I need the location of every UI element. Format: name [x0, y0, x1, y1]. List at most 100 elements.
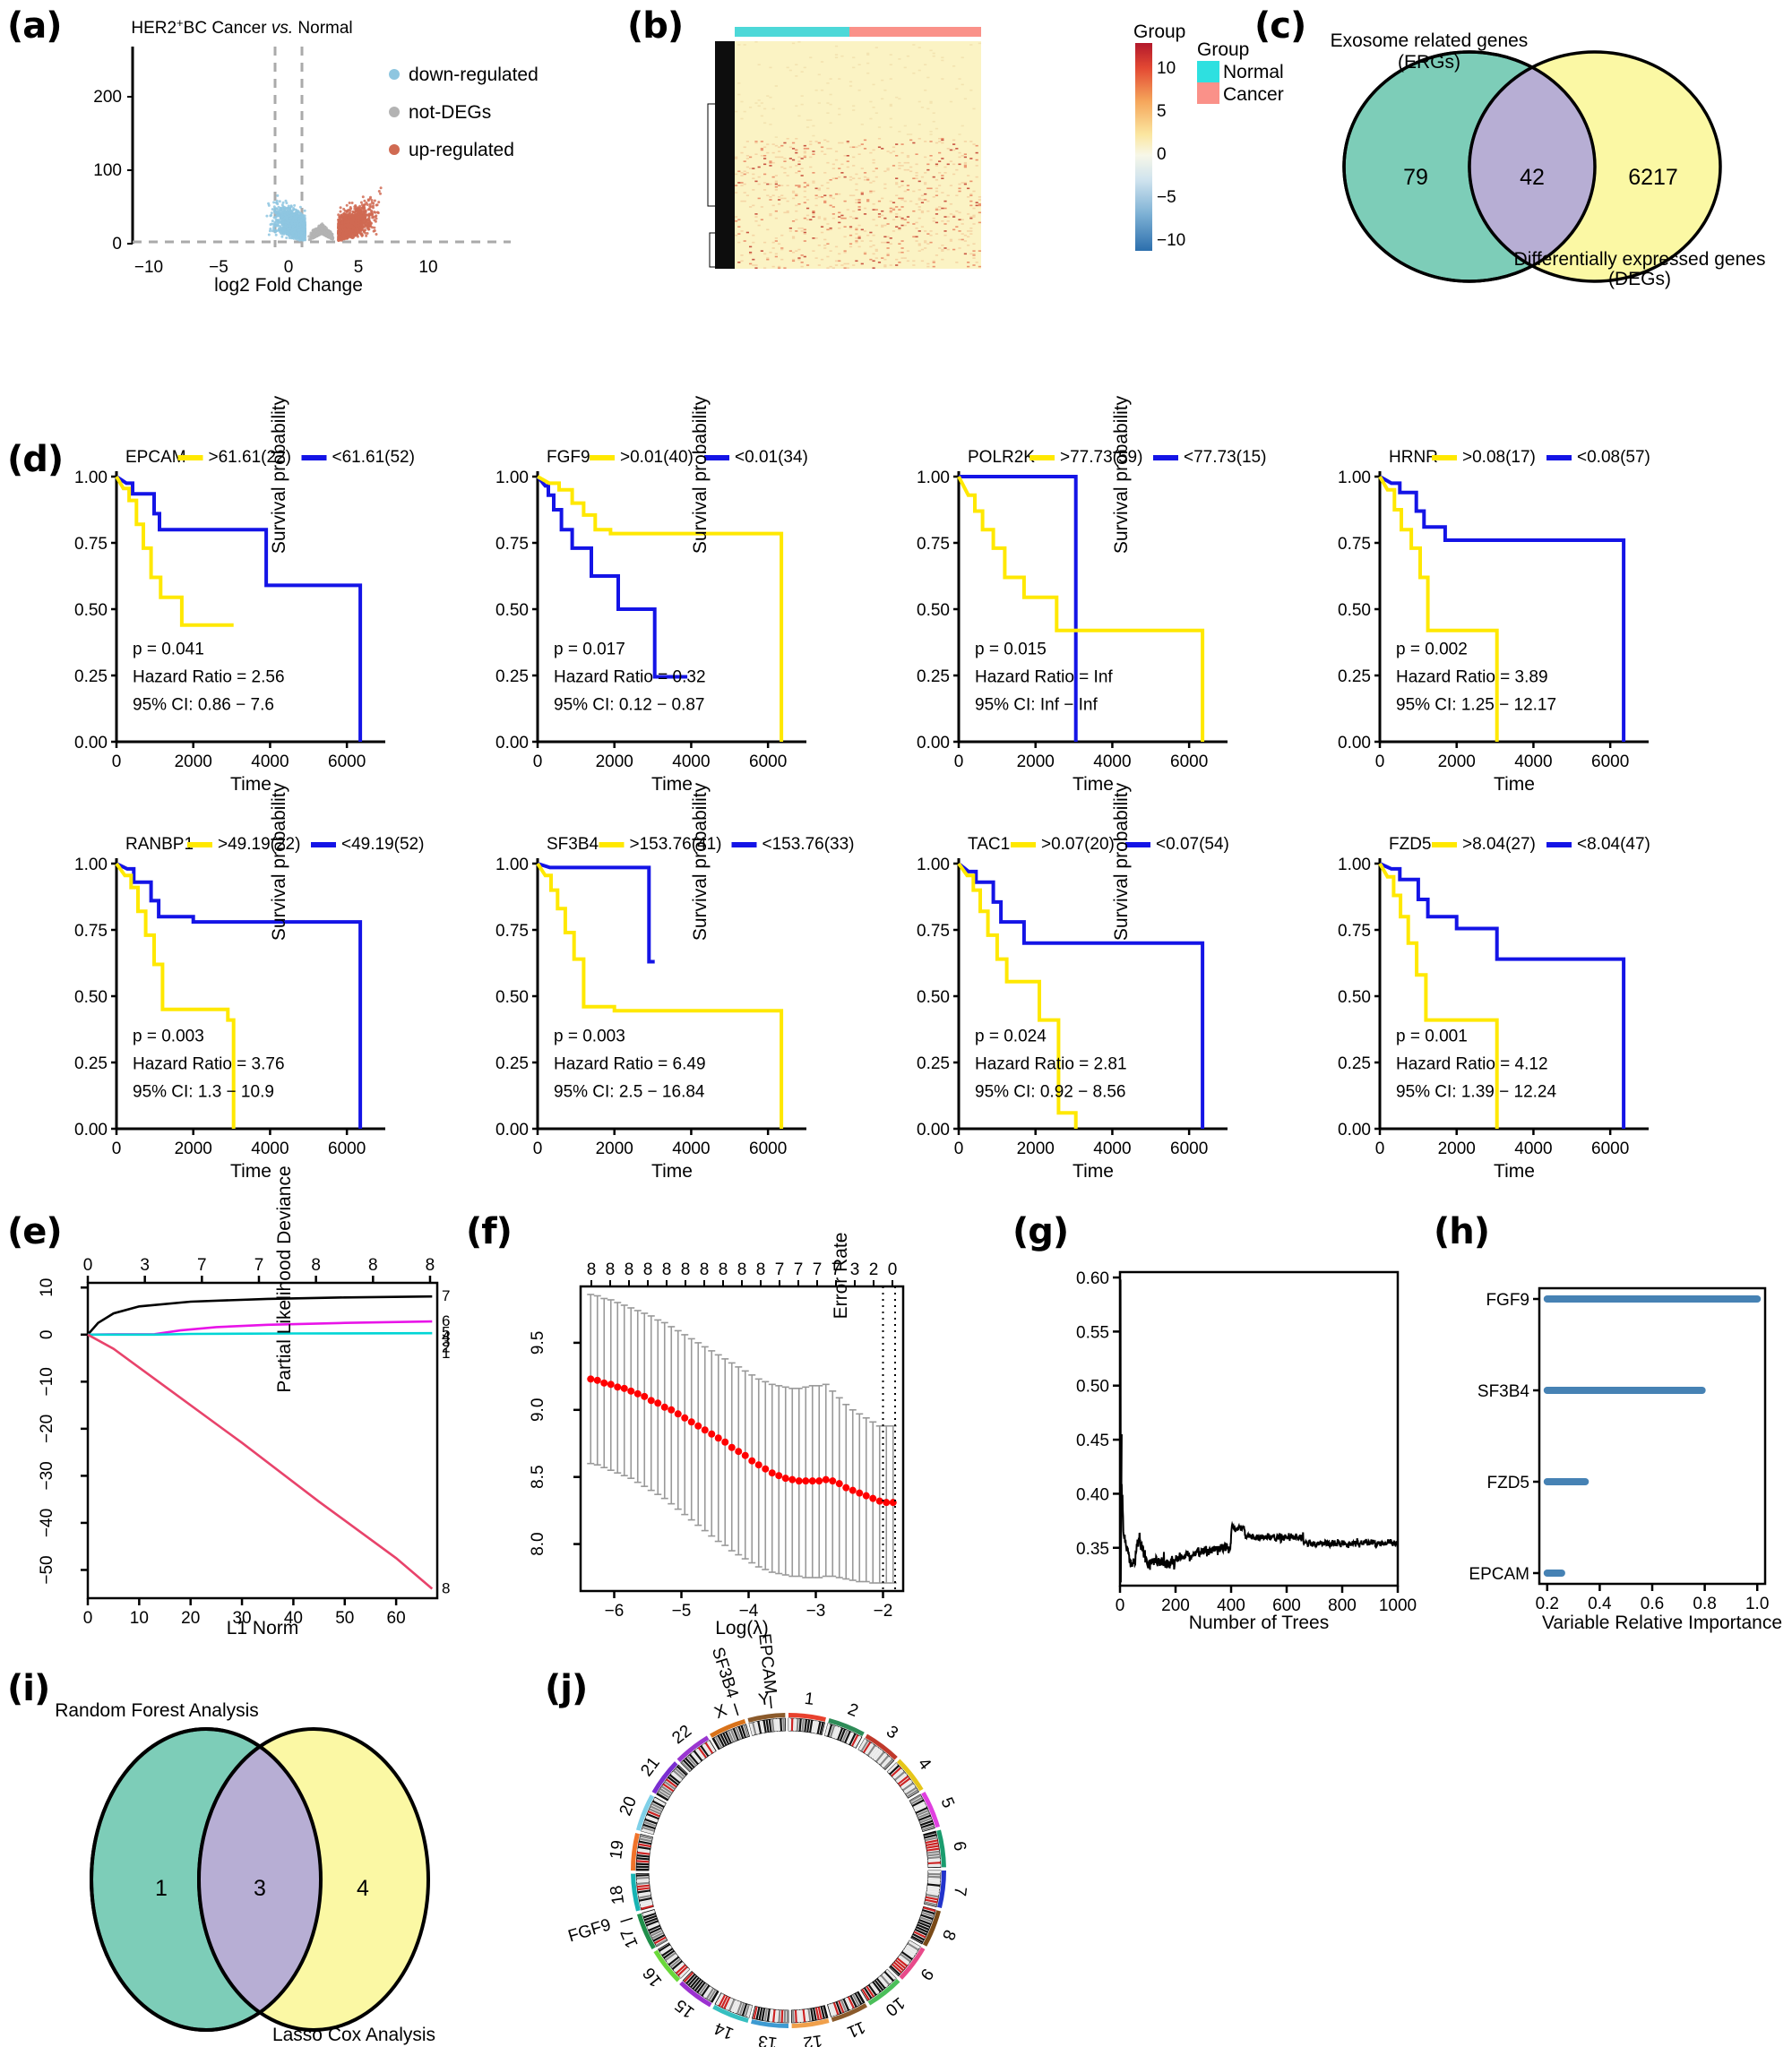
km-gene-label: FGF9 [547, 448, 590, 467]
km-hazard-ratio: Hazard Ratio = 6.49 [554, 1054, 706, 1073]
panel-f-y-tick: 9.5 [529, 1331, 547, 1355]
panel-a-legend-down-label: down-regulated [409, 65, 538, 85]
panel-h-gene-label: SF3B4 [1478, 1382, 1530, 1401]
panel-e-series-5 [88, 1331, 433, 1337]
km-curve-low [1379, 475, 1626, 742]
km-xlabel: Time [230, 1161, 271, 1182]
panel-f-top-tick: 7 [775, 1260, 785, 1279]
km-hazard-ratio: Hazard Ratio = 2.56 [133, 667, 285, 686]
km-ylabel: Survival probability [269, 782, 289, 941]
km-x-tick: 2000 [596, 753, 633, 771]
km-curve-high [957, 476, 1205, 742]
panel-e-y-tick: −40 [38, 1509, 56, 1537]
panel-e-right-label: 8 [442, 1579, 450, 1596]
km-y-tick: 0.50 [74, 988, 108, 1007]
km-y-tick: 0.75 [74, 922, 108, 941]
panel-j-chrom-band [828, 1717, 865, 1737]
panel-a-legend: down-regulated not-DEGs up-regulated [389, 65, 538, 160]
km-gene-label: SF3B4 [547, 835, 599, 854]
km-pvalue: p = 0.001 [1396, 1027, 1468, 1045]
km-ylabel: Survival probability [1111, 395, 1132, 554]
panel-f-top-tick: 8 [737, 1260, 747, 1279]
panel-a-points [265, 186, 383, 243]
km-legend-high-label: >49.19(22) [218, 835, 300, 854]
panel-g-x-tick: 400 [1217, 1596, 1245, 1615]
panel-j-chrom-band [747, 1713, 786, 1723]
panel-g-y-tick: 0.50 [1076, 1378, 1109, 1397]
panel-e-top-tick: 8 [311, 1256, 321, 1275]
km-hazard-ratio: Hazard Ratio = 0.32 [554, 667, 706, 686]
km-legend-high-label: >0.01(40) [620, 448, 694, 467]
km-confidence-interval: 95% CI: Inf − Inf [975, 695, 1098, 714]
km-y-tick: 0.50 [1338, 601, 1371, 620]
km-xlabel: Time [651, 1161, 693, 1182]
km-pvalue: p = 0.017 [554, 640, 625, 658]
panel-f-top-tick: 2 [869, 1260, 879, 1279]
svg-text:0: 0 [284, 258, 294, 277]
panel-j-chrom-label: 1 [804, 1690, 815, 1709]
km-pvalue: p = 0.024 [975, 1027, 1047, 1045]
panel-e-y-tick: −20 [38, 1415, 56, 1443]
km-ylabel: Survival probability [690, 395, 711, 554]
km-y-tick: 0.00 [495, 1121, 529, 1140]
panel-c-left-count: 79 [1403, 165, 1428, 190]
km-legend-high-label: >77.73(59) [1060, 448, 1142, 467]
km-plot-fzd5: FZD5 >8.04(27) <8.04(47) 1.00 0.75 0.50 0.25 0.… [1111, 782, 1676, 1209]
panel-f-top-tick: 8 [606, 1260, 616, 1279]
km-legend-low-label: <0.01(34) [735, 448, 808, 467]
panel-f-top-tick: 8 [662, 1260, 672, 1279]
panel-j-chrom-label: 11 [844, 2017, 867, 2042]
panel-j-chrom-label: 10 [882, 1993, 909, 2020]
panel-f-y-tick: 8.0 [529, 1532, 547, 1555]
panel-e-x-ticks: 0 10 20 30 40 50 60 [83, 1598, 406, 1628]
km-plot-hrnr: HRNR >0.08(17) <0.08(57) 1.00 0.75 0.50 0.25 0.… [1111, 395, 1676, 822]
panel-j-chrom-label: 21 [637, 1754, 663, 1781]
km-x-tick: 2000 [596, 1140, 633, 1158]
panel-g-x-tick: 800 [1328, 1596, 1357, 1615]
panel-a-x-ticks: −10 −5 0 5 10 [134, 258, 438, 277]
km-x-tick: 0 [112, 1140, 122, 1158]
km-x-tick: 6000 [749, 1140, 787, 1158]
panel-j-chrom-band [921, 1792, 941, 1828]
panel-j-chrom-band [651, 1761, 678, 1794]
panel-h-x-tick: 0.6 [1641, 1595, 1664, 1613]
panel-j-chrom-label: 20 [616, 1793, 641, 1818]
panel-j-chrom-label: 12 [802, 2031, 823, 2047]
panel-f-ylabel: Partial Likelihood Deviance [274, 1165, 295, 1392]
panel-b-colorbar [1135, 43, 1152, 251]
panel-h-var-importance: FGF9 SF3B4 FZD5 EPCAM 0.2 0.4 0.6 0.8 1.0 Varia… [1452, 1245, 1792, 1639]
panel-e-x-tick: 30 [232, 1609, 251, 1628]
panel-a-y-ticks: 0 100 200 [93, 88, 133, 254]
km-y-tick: 0.00 [1338, 1121, 1371, 1140]
km-y-tick: 1.00 [917, 856, 950, 874]
panel-g-x-ticks: 0 200 400 600 800 1000 [1116, 1586, 1417, 1615]
km-legend-low-label: <8.04(47) [1577, 835, 1650, 854]
km-x-tick: 6000 [749, 753, 787, 771]
panel-j-chrom-label: X [712, 1701, 730, 1723]
panel-h-gene-label: FGF9 [1486, 1291, 1529, 1310]
panel-j-chrom-label: 22 [668, 1722, 695, 1749]
panel-e-top-ticks: 0 3 7 7 8 8 8 [83, 1256, 435, 1283]
km-plot-polr2k: POLR2K >77.73(59) <77.73(15) 1.00 0.75 0.50 0.… [690, 395, 1266, 822]
km-ylabel: Survival probability [690, 782, 711, 941]
panel-j-chrom-label: 14 [711, 2018, 737, 2043]
panel-j-chrom-band [631, 1873, 641, 1912]
km-confidence-interval: 95% CI: 0.12 − 0.87 [554, 695, 704, 714]
panel-h-x-ticks: 0.2 0.4 0.6 0.8 1.0 [1536, 1584, 1769, 1613]
panel-e-y-tick: 10 [38, 1278, 56, 1297]
panel-a-title: HER2+BC Cancer vs. Normal [131, 16, 352, 39]
panel-j-chrom-label: 6 [949, 1840, 969, 1852]
panel-j-chrom-band [636, 1913, 656, 1949]
panel-e-right-label: 1 [442, 1345, 450, 1362]
km-curve-high [1378, 475, 1499, 742]
panel-j-chrom-band [936, 1829, 946, 1868]
km-x-tick: 0 [1375, 753, 1385, 771]
panel-c-right-label-2: (DEGs) [1608, 269, 1671, 289]
km-plot-fgf9: FGF9 >0.01(40) <0.01(34) 1.00 0.75 0.50 0.25 0.… [269, 395, 833, 822]
km-x-tick: 4000 [1093, 753, 1131, 771]
km-gene-label: EPCAM [125, 448, 186, 467]
km-plot-epcam: EPCAM >61.61(22) <61.61(52) 1.00 0.75 0.50 0.2… [27, 446, 415, 822]
km-hazard-ratio: Hazard Ratio = Inf [975, 667, 1113, 686]
km-y-tick: 0.75 [495, 922, 529, 941]
svg-text:5: 5 [354, 258, 364, 277]
